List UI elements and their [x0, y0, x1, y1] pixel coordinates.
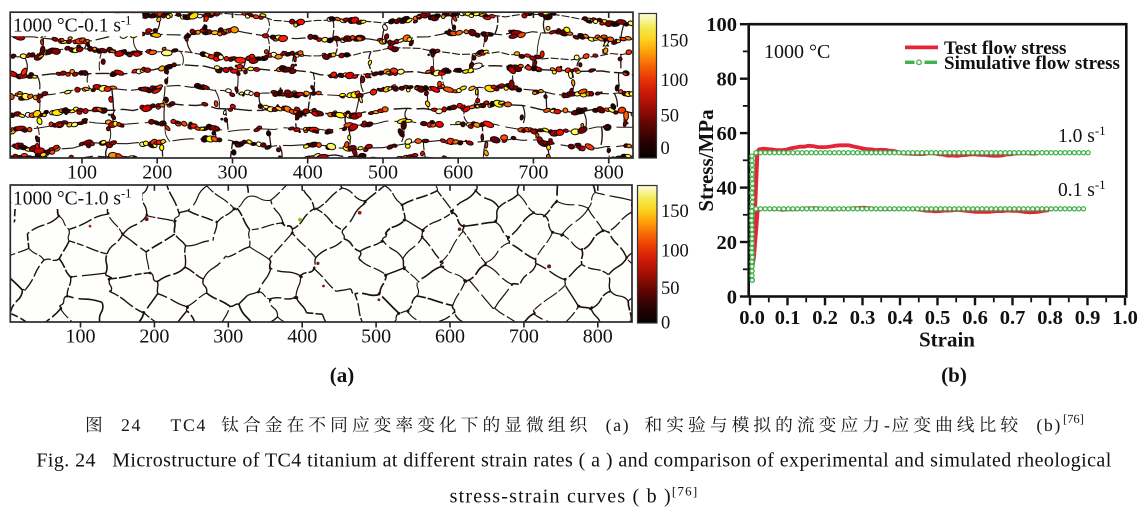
svg-text:Fig. 24 Microstructure of TC: Fig. 24 Microstructure of TC4 titanium a… — [36, 450, 1111, 472]
svg-text:100: 100 — [661, 71, 689, 91]
svg-text:800: 800 — [583, 326, 613, 348]
svg-text:500: 500 — [368, 162, 398, 184]
svg-text:1.0: 1.0 — [1112, 307, 1138, 329]
svg-text:1000 °C: 1000 °C — [764, 41, 830, 63]
svg-text:1000 °C-0.1 s-1: 1000 °C-0.1 s-1 — [13, 14, 131, 37]
svg-text:0.1 s-1: 0.1 s-1 — [1058, 177, 1106, 201]
svg-text:1.0 s-1: 1.0 s-1 — [1058, 123, 1106, 147]
svg-text:150: 150 — [661, 32, 689, 52]
svg-text:600: 600 — [443, 162, 473, 184]
svg-text:200: 200 — [142, 162, 172, 184]
svg-text:0: 0 — [661, 314, 670, 334]
svg-text:Strain: Strain — [919, 328, 975, 352]
svg-text:300: 300 — [213, 326, 243, 348]
svg-text:20: 20 — [717, 232, 738, 254]
svg-text:700: 700 — [518, 162, 548, 184]
svg-text:(b): (b) — [941, 363, 967, 387]
svg-text:60: 60 — [717, 123, 738, 145]
svg-text:80: 80 — [717, 69, 738, 91]
svg-text:100: 100 — [66, 326, 96, 348]
svg-text:150: 150 — [661, 202, 689, 222]
svg-text:0.2: 0.2 — [812, 307, 838, 329]
svg-text:0.6: 0.6 — [962, 307, 988, 329]
svg-text:500: 500 — [361, 326, 391, 348]
svg-text:Stress/MPa: Stress/MPa — [694, 109, 718, 212]
svg-text:50: 50 — [661, 107, 680, 127]
svg-text:40: 40 — [717, 178, 738, 200]
svg-text:0.7: 0.7 — [1000, 307, 1026, 329]
svg-text:400: 400 — [293, 162, 323, 184]
svg-text:0.1: 0.1 — [775, 307, 801, 329]
svg-text:(a): (a) — [330, 363, 355, 387]
svg-text:Simulative flow stress: Simulative flow stress — [944, 53, 1120, 74]
svg-text:700: 700 — [509, 326, 539, 348]
svg-text:Test flow stress: Test flow stress — [944, 38, 1066, 59]
svg-text:0.8: 0.8 — [1037, 307, 1063, 329]
svg-text:200: 200 — [139, 326, 169, 348]
svg-text:100: 100 — [67, 162, 97, 184]
svg-text:0: 0 — [727, 287, 737, 309]
svg-text:0.4: 0.4 — [887, 307, 913, 329]
svg-text:300: 300 — [218, 162, 248, 184]
svg-text:0.3: 0.3 — [850, 307, 876, 329]
svg-text:0.9: 0.9 — [1075, 307, 1101, 329]
svg-text:0: 0 — [661, 139, 670, 159]
svg-text:400: 400 — [287, 326, 317, 348]
svg-text:800: 800 — [594, 162, 624, 184]
svg-text:600: 600 — [435, 326, 465, 348]
svg-text:stress-strain curves ( b )[76]: stress-strain curves ( b )[76] — [450, 484, 699, 508]
svg-text:1000 °C-1.0 s-1: 1000 °C-1.0 s-1 — [13, 187, 131, 210]
svg-text:0.0: 0.0 — [739, 307, 765, 329]
svg-text:50: 50 — [661, 279, 680, 299]
svg-text:100: 100 — [706, 14, 737, 36]
svg-text:100: 100 — [661, 242, 689, 262]
svg-text:0.5: 0.5 — [925, 307, 951, 329]
